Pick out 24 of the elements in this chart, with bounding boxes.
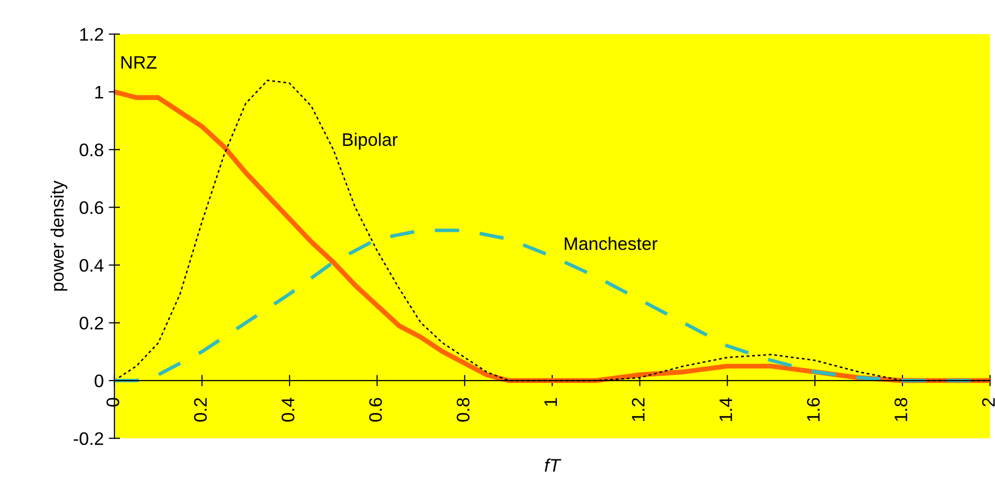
x-tick-label: 0.8 [456, 398, 470, 422]
x-tick-label: 1.6 [806, 398, 820, 421]
y-tick-label: 0.6 [80, 201, 104, 214]
x-tick-label: 0.4 [282, 398, 294, 422]
x-tick-label: 0 [106, 398, 120, 407]
y-tick-label: 1.2 [80, 28, 104, 41]
y-tick-label: 0.8 [80, 144, 104, 156]
y-axis-title: power density [50, 180, 68, 291]
series-label: NRZ [121, 56, 157, 69]
y-tick-label: 0.2 [80, 316, 104, 330]
x-tick-label: 1.2 [632, 398, 644, 421]
x-axis-title: fT [544, 458, 562, 472]
y-tick-label: -0.2 [74, 432, 104, 446]
series-label: Bipolar [343, 132, 398, 150]
series-label: Manchester [564, 236, 658, 250]
y-tick-label: 0.4 [80, 259, 104, 272]
y-tick-label: 0 [94, 374, 104, 388]
x-tick-label: 1 [544, 398, 557, 406]
x-tick-label: 2 [982, 398, 995, 406]
y-tick-label: 1 [95, 86, 104, 98]
x-tick-label: 1.4 [720, 398, 732, 421]
x-tick-label: 1.8 [894, 398, 908, 421]
x-tick-label: 0.2 [194, 398, 207, 422]
x-tick-label: 0.6 [369, 398, 382, 422]
